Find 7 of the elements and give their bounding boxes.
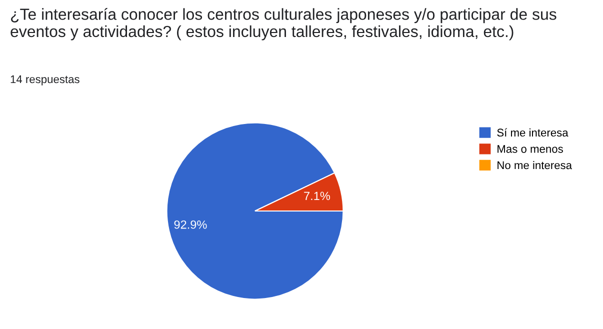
legend-label: Mas o menos (498, 145, 563, 153)
data-label: 7.1% (304, 192, 330, 200)
legend-label: No me interesa (498, 161, 572, 170)
chart-title: ¿Te interesaría conocer los centros culturales japoneses y/o participar de sus eventos y actividades? ( estos incluyen talleres, festivales, idioma, etc.) (10, 8, 556, 40)
text: 14 respuestas (10, 75, 80, 86)
legend-label: Sí me interesa (497, 128, 568, 137)
data-label: 92.9% (174, 220, 207, 229)
